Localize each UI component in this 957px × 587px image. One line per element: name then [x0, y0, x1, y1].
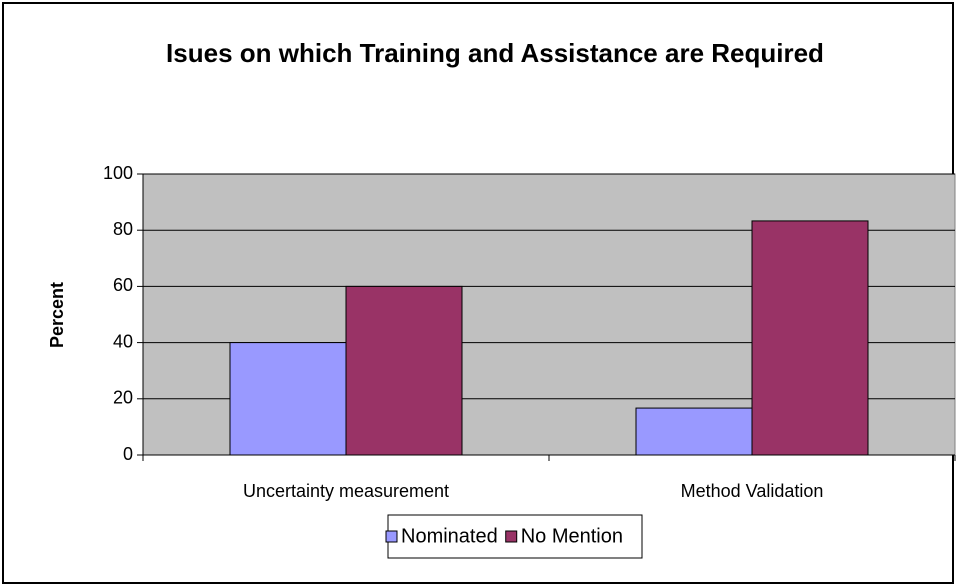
chart-title: Isues on which Training and Assistance a… — [166, 38, 824, 68]
bar — [229, 342, 347, 456]
y-tick-label: 60 — [113, 275, 133, 295]
legend-label: No Mention — [521, 525, 623, 547]
x-tick-label: Method Validation — [681, 481, 824, 501]
y-tick-label: 0 — [123, 444, 133, 464]
bar — [345, 285, 463, 456]
legend-swatch — [385, 530, 398, 543]
y-tick-label: 100 — [103, 163, 133, 183]
bar — [635, 407, 753, 456]
y-tick-label: 20 — [113, 388, 133, 408]
bar — [751, 220, 869, 456]
y-axis-label: Percent — [47, 282, 67, 348]
x-tick-label: Uncertainty measurement — [243, 481, 449, 501]
legend-label: Nominated — [401, 525, 498, 547]
legend-swatch — [505, 530, 518, 543]
y-tick-label: 40 — [113, 331, 133, 351]
y-tick-label: 80 — [113, 219, 133, 239]
